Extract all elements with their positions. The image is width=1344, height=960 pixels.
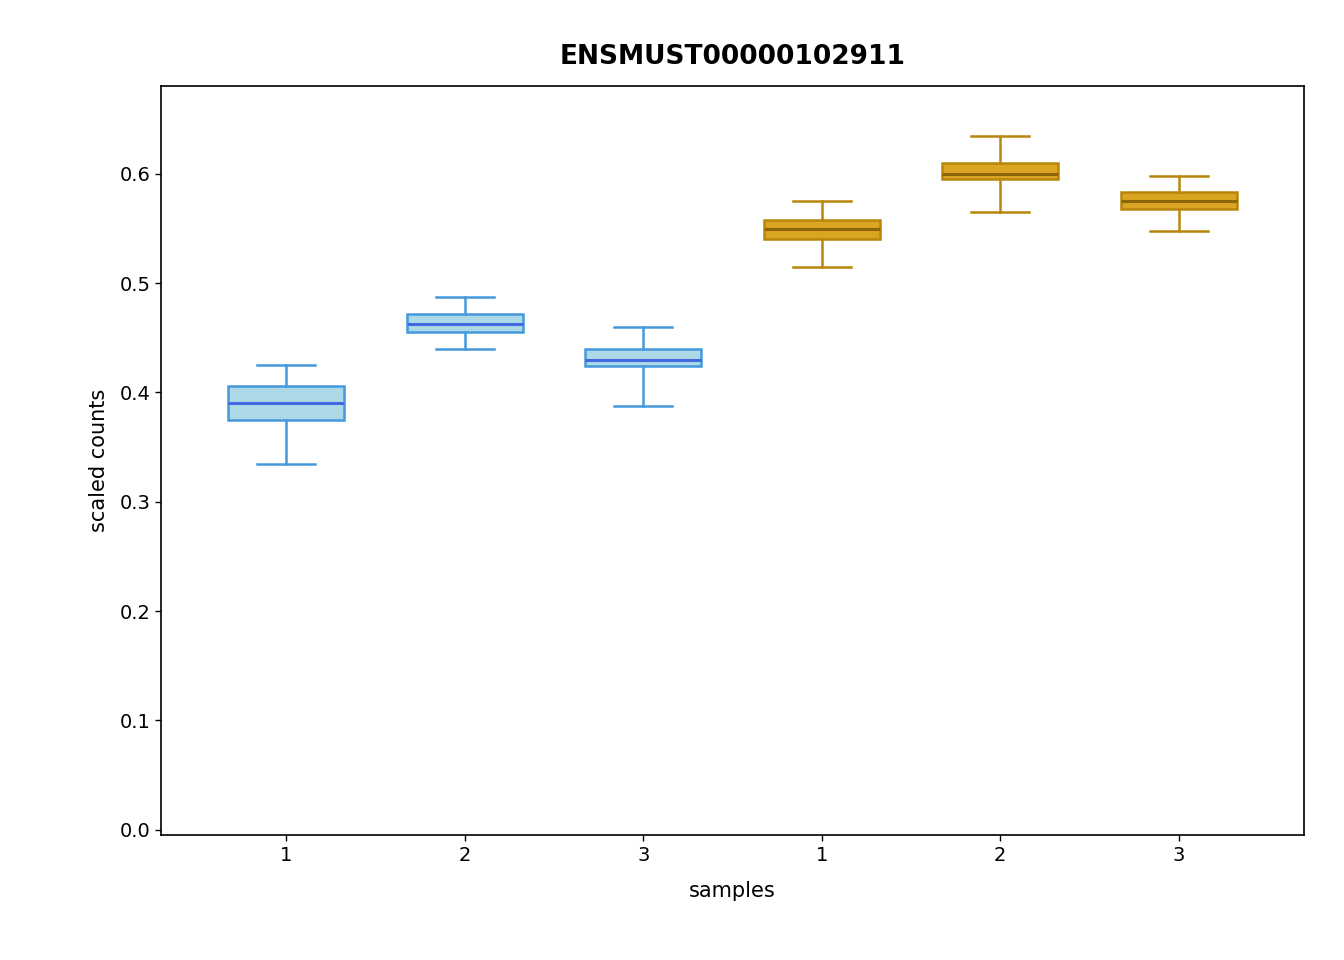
PathPatch shape [228,386,344,420]
PathPatch shape [407,314,523,332]
PathPatch shape [763,220,880,239]
Title: ENSMUST00000102911: ENSMUST00000102911 [559,44,906,70]
PathPatch shape [942,163,1058,180]
X-axis label: samples: samples [689,881,775,901]
PathPatch shape [1121,192,1236,209]
PathPatch shape [585,348,702,367]
Y-axis label: scaled counts: scaled counts [89,389,109,533]
